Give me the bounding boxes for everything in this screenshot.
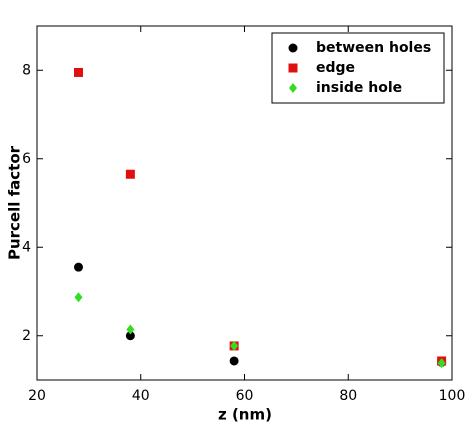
legend-box bbox=[271, 32, 445, 104]
y-tick-label: 6 bbox=[22, 151, 31, 167]
legend-marker bbox=[288, 43, 298, 53]
legend-label: between holes bbox=[316, 40, 431, 56]
point bbox=[74, 262, 83, 272]
x-tick-label: 60 bbox=[236, 388, 254, 404]
point bbox=[126, 324, 135, 335]
point bbox=[229, 356, 239, 366]
y-tick-label: 8 bbox=[22, 62, 31, 78]
point bbox=[230, 340, 239, 351]
legend-label: edge bbox=[316, 60, 355, 76]
y-tick-label: 2 bbox=[22, 328, 31, 344]
x-axis-label: z (nm) bbox=[218, 406, 272, 424]
point bbox=[437, 358, 446, 369]
x-tick-label: 20 bbox=[28, 388, 46, 404]
x-tick-label: 40 bbox=[132, 388, 150, 404]
x-tick-label: 80 bbox=[339, 388, 357, 404]
point bbox=[125, 331, 135, 341]
legend-marker bbox=[288, 63, 298, 73]
y-axis-label: Purcell factor bbox=[6, 145, 24, 260]
point bbox=[74, 292, 83, 303]
point bbox=[125, 169, 135, 179]
legend-label: inside hole bbox=[316, 80, 402, 96]
x-tick-label: 100 bbox=[439, 388, 466, 404]
y-tick-label: 4 bbox=[22, 239, 31, 255]
legend-marker bbox=[289, 83, 297, 93]
point bbox=[74, 67, 83, 77]
